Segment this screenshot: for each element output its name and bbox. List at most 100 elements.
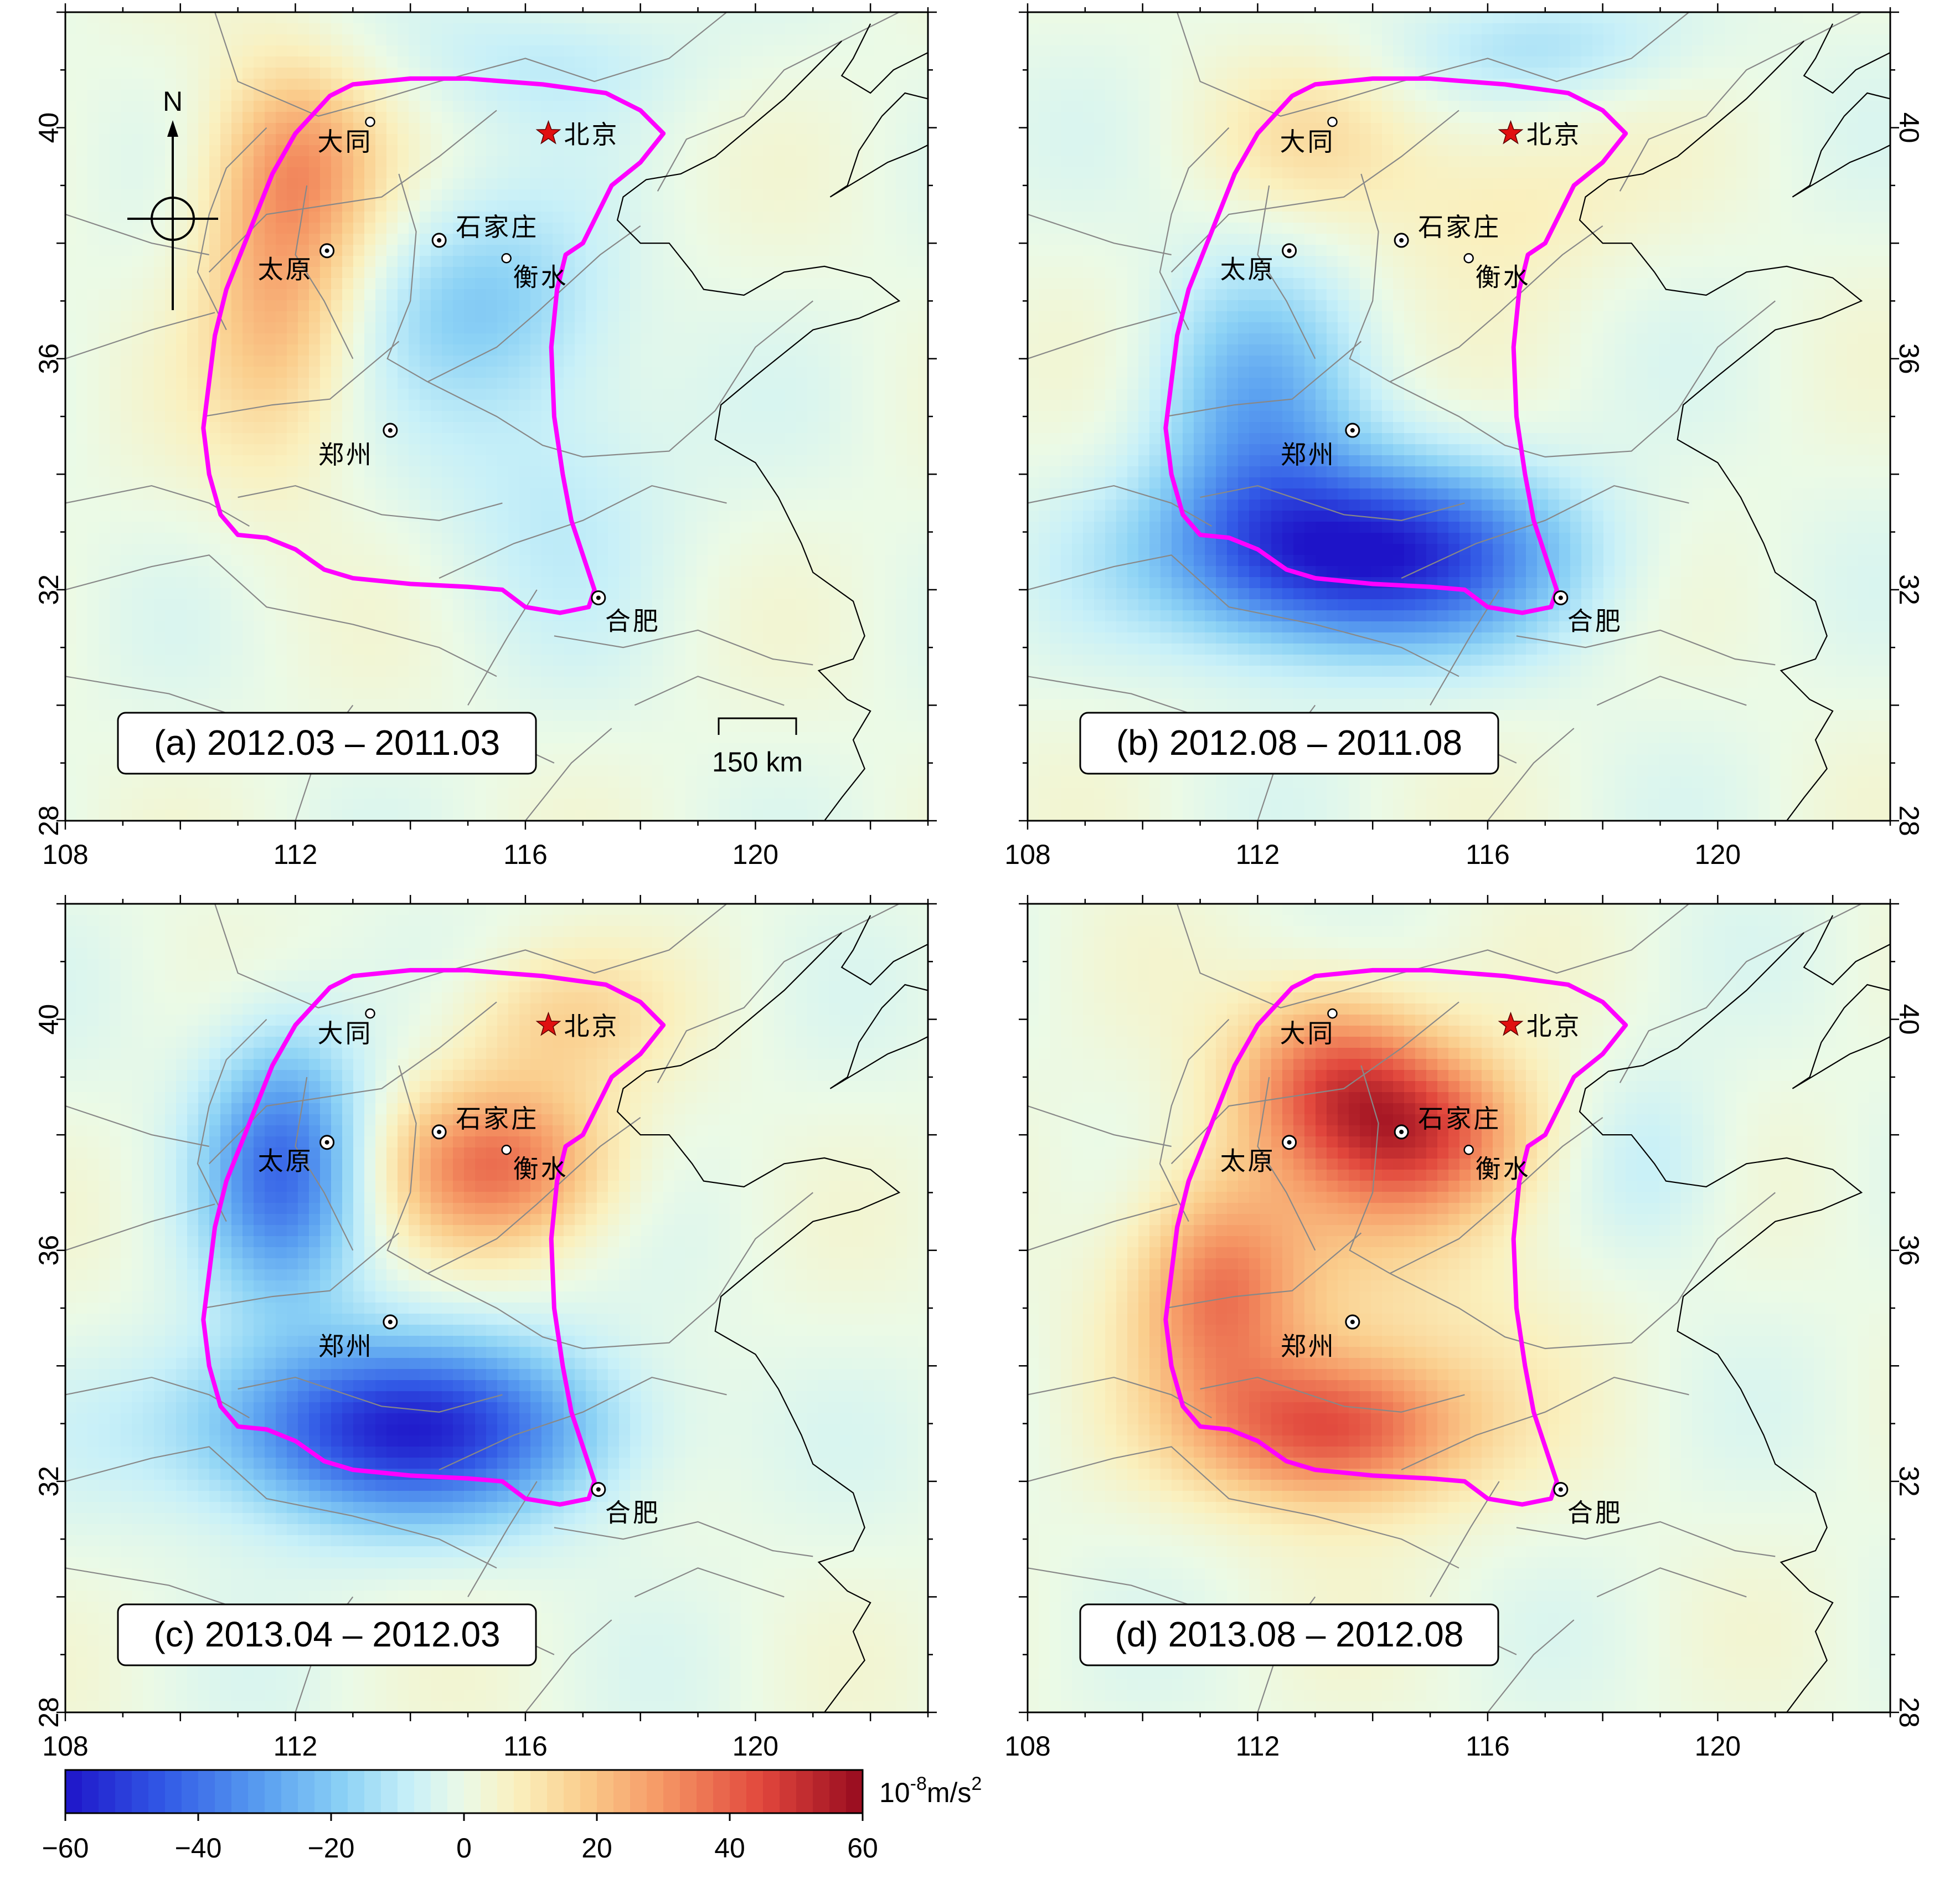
city-marker-icon (365, 1008, 375, 1019)
colorbar-swatch (530, 1770, 548, 1813)
coast-line (829, 92, 928, 198)
x-tick-label: 112 (274, 1731, 318, 1762)
study-area-boundary (1163, 76, 1628, 615)
gravity-field (65, 904, 928, 1712)
colorbar-swatch (115, 1770, 132, 1813)
coast-line (1803, 915, 1890, 986)
coast-line (1792, 984, 1890, 1089)
unit-exponent: -8 (910, 1773, 927, 1794)
city-label: 太原 (258, 255, 313, 285)
city-label: 郑州 (318, 1331, 374, 1361)
x-tick-label: 112 (1236, 1731, 1280, 1762)
coastline (616, 23, 928, 821)
panel-title-box (1079, 1603, 1499, 1666)
colorbar-swatch (215, 1770, 232, 1813)
province-line (427, 1117, 641, 1274)
panel-title-box (1079, 712, 1499, 775)
province-line (197, 127, 267, 331)
colorbar-swatch (647, 1770, 664, 1813)
compass-circle-icon (151, 197, 195, 241)
city-marker-icon (1463, 253, 1474, 264)
colorbar-swatch (231, 1770, 249, 1813)
capital-star-icon (1498, 1011, 1524, 1036)
province-line (1159, 1018, 1230, 1222)
province-line (1487, 728, 1575, 821)
city-marker-dot (596, 1487, 601, 1492)
x-tick-label: 116 (503, 1731, 548, 1762)
panel-title: (b) 2012.08 – 2011.08 (1079, 712, 1499, 775)
x-tick-label: 108 (1004, 839, 1050, 870)
city-marker-dot (1558, 1487, 1563, 1492)
colorbar-tick-label: 20 (581, 1833, 612, 1864)
province-line (65, 312, 215, 359)
colorbar-swatch (148, 1770, 166, 1813)
study-area-boundary (201, 76, 666, 615)
colorbar-swatch (132, 1770, 149, 1813)
province-line (657, 904, 900, 1083)
city-marker-icon (1327, 116, 1338, 127)
north-arrow: N (127, 86, 218, 310)
province-line (65, 1105, 209, 1147)
province-line (238, 1376, 503, 1413)
province-line (1159, 127, 1230, 331)
coast-line (840, 23, 928, 94)
province-line (1028, 485, 1212, 527)
province-line (386, 1065, 428, 1274)
coastline (1579, 23, 1890, 821)
scale-bar-line (718, 717, 797, 735)
axis-ticks: 108 112 116 120 28 32 36 40 (33, 3, 937, 870)
city-marker-dot (1287, 1140, 1292, 1145)
y-tick-label: 40 (33, 112, 64, 143)
colorbar-swatch (763, 1770, 780, 1813)
colorbar-swatch (331, 1770, 348, 1813)
city-marker-dot (1558, 595, 1563, 600)
colorbar-swatch (99, 1770, 116, 1813)
y-tick-label: 28 (1894, 1697, 1925, 1728)
city-label: 郑州 (1281, 1331, 1336, 1361)
x-tick-label: 120 (1695, 839, 1741, 870)
colorbar-swatch (265, 1770, 282, 1813)
city-label: 大同 (1280, 1018, 1335, 1048)
city-label: 石家庄 (456, 212, 539, 242)
colorbar-swatch (829, 1770, 847, 1813)
colorbar-swatch (165, 1770, 182, 1813)
province-line (1028, 1203, 1178, 1251)
province-line (1257, 185, 1316, 359)
gravity-field (1028, 12, 1890, 821)
colorbar-swatch (414, 1770, 431, 1813)
city-marker-icon (365, 116, 375, 127)
panel-title: (d) 2013.08 – 2012.08 (1079, 1603, 1499, 1666)
province-line (203, 341, 400, 418)
colorbar-tick-label: −20 (308, 1833, 355, 1864)
north-label: N (163, 86, 183, 117)
panel-title-text: (d) 2013.08 – 2012.08 (1115, 1614, 1464, 1654)
city-label: 郑州 (318, 440, 374, 470)
colorbar-swatch (697, 1770, 714, 1813)
city-label: 石家庄 (456, 1104, 539, 1134)
city-label: 太原 (1220, 1146, 1276, 1176)
colorbar-swatch (547, 1770, 564, 1813)
y-tick-label: 40 (1894, 1004, 1925, 1035)
x-tick-label: 116 (503, 839, 548, 870)
colorbar-swatch (746, 1770, 764, 1813)
province-line (295, 185, 354, 359)
panel-title-text: (b) 2012.08 – 2011.08 (1116, 723, 1462, 763)
y-tick-label: 36 (33, 1235, 64, 1266)
city-label: 石家庄 (1418, 212, 1501, 242)
y-tick-label: 32 (1894, 574, 1925, 605)
city-marker-dot (1287, 248, 1292, 253)
gravity-field (1028, 904, 1890, 1712)
x-tick-label: 120 (733, 1731, 778, 1762)
colorbar-tick-label: −40 (175, 1833, 222, 1864)
colorbar-swatch (447, 1770, 465, 1813)
province-line (1028, 1376, 1212, 1419)
province-line (65, 554, 497, 677)
panel-title-text: (a) 2012.03 – 2011.03 (154, 723, 500, 763)
axis-ticks: 108 112 116 120 28 32 36 40 (1004, 3, 1925, 870)
gravity-field (65, 12, 928, 821)
y-tick-label: 36 (1894, 1235, 1925, 1266)
